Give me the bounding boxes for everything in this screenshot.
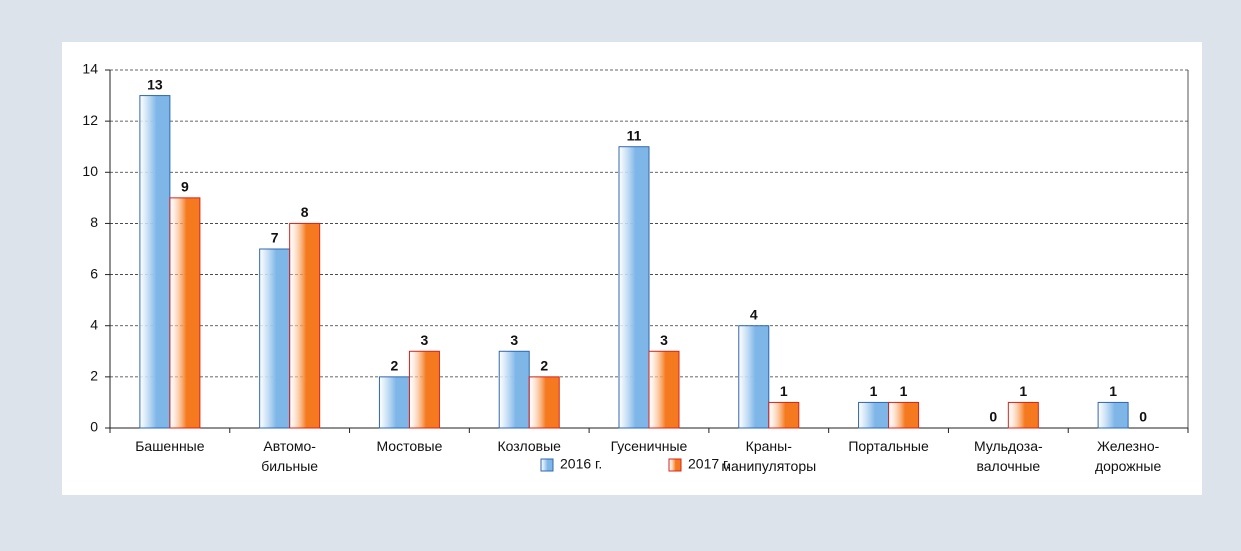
value-label: 0 (989, 409, 997, 425)
x-tick-label: Мульдоза- валочные (974, 438, 1043, 474)
value-label: 3 (660, 332, 668, 348)
value-label: 8 (301, 204, 309, 220)
y-tick-label: 12 (82, 112, 98, 128)
bar (888, 401, 920, 429)
value-label: 1 (870, 383, 878, 399)
y-tick-label: 0 (90, 419, 98, 435)
x-tick-label: Железно- дорожные (1094, 438, 1162, 474)
value-label: 1 (900, 383, 908, 399)
value-label: 1 (1109, 383, 1117, 399)
value-label: 1 (1019, 383, 1027, 399)
value-label: 9 (181, 179, 189, 195)
legend-label: 2017 г. (688, 456, 730, 472)
x-tick-label: Гусеничные (610, 438, 688, 454)
y-tick-label: 2 (90, 368, 98, 384)
value-label: 2 (391, 358, 399, 374)
value-label: 0 (1139, 409, 1147, 425)
bar (139, 95, 171, 429)
bar (259, 248, 291, 429)
value-label: 2 (540, 358, 548, 374)
legend-swatch (668, 458, 682, 472)
legend-label: 2016 г. (560, 456, 602, 472)
y-tick-label: 4 (90, 316, 98, 332)
value-label: 7 (271, 230, 279, 246)
legend-swatch (540, 458, 554, 472)
y-tick-label: 10 (82, 163, 98, 179)
x-tick-label: Портальные (848, 438, 929, 454)
x-tick-label: Краны- манипуляторы (721, 438, 817, 474)
bar (648, 350, 680, 429)
value-label: 1 (780, 383, 788, 399)
bar (738, 325, 770, 429)
y-tick-label: 6 (90, 265, 98, 281)
y-tick-label: 8 (90, 214, 98, 230)
bar (1007, 401, 1039, 429)
bar (378, 376, 410, 429)
bar (289, 222, 321, 429)
bar (498, 350, 530, 429)
value-label: 11 (627, 127, 642, 143)
bar (618, 146, 650, 429)
bar (1097, 401, 1129, 429)
x-tick-label: Автомо- бильные (261, 438, 319, 474)
x-tick-label: Башенные (135, 438, 205, 454)
value-label: 13 (147, 76, 163, 92)
value-label: 3 (421, 332, 429, 348)
bar (858, 401, 890, 429)
bar (408, 350, 440, 429)
bar (528, 376, 560, 429)
x-tick-label: Мостовые (376, 438, 443, 454)
y-tick-label: 14 (82, 61, 98, 77)
bar (768, 401, 800, 429)
x-tick-label: Козловые (497, 438, 561, 454)
bar (169, 197, 201, 429)
value-label: 4 (750, 306, 758, 322)
value-label: 3 (510, 332, 518, 348)
